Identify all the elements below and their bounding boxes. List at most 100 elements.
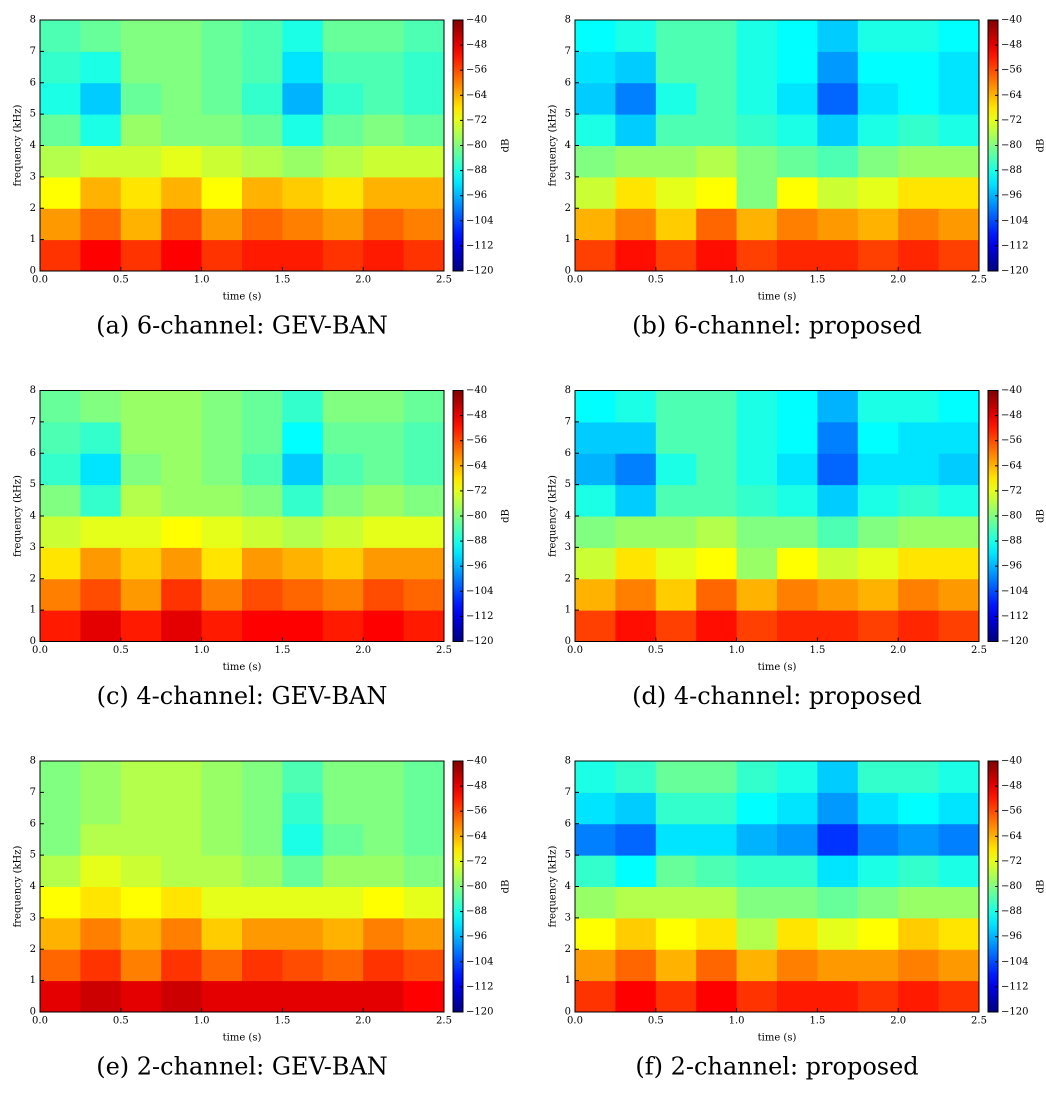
spectrogram-cell (696, 980, 738, 1013)
spectrogram-cell (615, 792, 657, 825)
colorbar-tick-label: −56 (1001, 806, 1022, 817)
spectrogram-cell (403, 917, 445, 950)
spectrogram-cell (696, 453, 738, 486)
spectrogram-cell (40, 51, 81, 84)
spectrogram-cell (363, 610, 405, 642)
spectrogram-cell (696, 145, 738, 178)
spectrogram-cell (817, 949, 859, 982)
colorbar-tick-label: −56 (1001, 65, 1022, 76)
spectrogram-cell (120, 51, 162, 84)
y-tick-label: 2 (565, 203, 571, 214)
spectrogram-cell (363, 484, 405, 517)
spectrogram-cell (817, 980, 859, 1013)
y-tick-label: 4 (565, 140, 571, 151)
y-axis-label: frequency (kHz) (13, 845, 24, 927)
colorbar-tick-label: −112 (1001, 240, 1028, 251)
spectrogram-cell (736, 421, 778, 454)
spectrogram-cell (736, 390, 778, 423)
spectrogram-cell (403, 82, 445, 115)
spectrogram-cell (655, 421, 697, 454)
y-tick-label: 7 (30, 787, 36, 798)
colorbar-label: dB (501, 509, 512, 523)
colorbar-tick-label: −88 (1001, 165, 1022, 176)
spectrogram-cell (857, 949, 899, 982)
spectrogram-cell (696, 390, 738, 423)
colorbar-tick-label: −48 (466, 410, 487, 421)
spectrogram-cell (40, 239, 81, 272)
spectrogram-cell (40, 886, 81, 919)
spectrogram-cell (817, 390, 859, 423)
colorbar-tick-label: −120 (466, 636, 493, 647)
spectrogram-cell (736, 208, 778, 241)
spectrogram-cell (282, 792, 324, 825)
spectrogram-cell (898, 145, 940, 178)
colorbar-tick-label: −40 (466, 385, 487, 396)
spectrogram-cell (655, 949, 697, 982)
y-tick-label: 7 (565, 46, 571, 57)
spectrogram-cell (857, 82, 899, 115)
spectrogram-cell (575, 390, 616, 423)
spectrogram-cell (938, 114, 980, 146)
spectrogram-cell (857, 453, 899, 486)
colorbar-tick-label: −96 (1001, 561, 1022, 572)
colorbar-tick-label: −112 (466, 611, 493, 622)
spectrogram-cell (615, 980, 657, 1013)
spectrogram-cell (282, 176, 324, 209)
colorbar-tick-label: −80 (466, 881, 487, 892)
colorbar-tick-label: −88 (1001, 536, 1022, 547)
spectrogram-cell (80, 20, 122, 52)
spectrogram-cell (80, 823, 122, 856)
colorbar-tick-label: −104 (1001, 215, 1028, 226)
spectrogram-cell (322, 917, 364, 950)
spectrogram-cell (363, 453, 405, 486)
spectrogram-cell (120, 82, 162, 115)
y-tick-label: 8 (565, 756, 571, 767)
spectrogram-cell (363, 949, 405, 982)
spectrogram-cell (161, 610, 203, 642)
spectrogram-cell (80, 114, 122, 146)
colorbar-tick-label: −80 (1001, 881, 1022, 892)
x-tick-label: 2.0 (355, 275, 371, 286)
spectrogram-cell (322, 855, 364, 887)
spectrogram-cell (403, 516, 445, 548)
spectrogram-cell (120, 239, 162, 272)
spectrogram-cell (575, 239, 616, 272)
spectrogram-cell (655, 145, 697, 178)
colorbar-tick-label: −72 (1001, 485, 1022, 496)
spectrogram-cell (898, 421, 940, 454)
spectrogram-cell (363, 208, 405, 241)
colorbar-tick-label: −48 (466, 40, 487, 51)
spectrogram-cell (322, 82, 364, 115)
spectrogram-cell (777, 610, 818, 642)
x-tick-label: 2.5 (436, 275, 452, 286)
spectrogram-cell (120, 855, 162, 887)
spectrogram-cell (40, 453, 81, 486)
x-tick-label: 0.5 (648, 645, 664, 656)
colorbar-tick-label: −88 (466, 906, 487, 917)
spectrogram-cell (736, 547, 778, 580)
spectrogram-cell (696, 792, 738, 825)
spectrogram-cell (938, 239, 980, 272)
spectrogram-cell (242, 886, 283, 919)
y-tick-label: 3 (30, 171, 36, 182)
spectrogram-cell (777, 82, 818, 115)
colorbar-label: dB (1036, 880, 1046, 894)
x-tick-label: 1.0 (729, 275, 745, 286)
y-tick-label: 5 (30, 479, 36, 490)
spectrogram-cell (322, 980, 364, 1013)
x-tick-label: 2.5 (971, 275, 987, 286)
spectrogram-cell (282, 421, 324, 454)
spectrogram-cell (898, 239, 940, 272)
x-tick-label: 2.5 (436, 645, 452, 656)
spectrogram-cell (161, 949, 203, 982)
spectrogram-cell (120, 114, 162, 146)
spectrogram-cell (857, 20, 899, 52)
spectrogram-cell (817, 516, 859, 548)
spectrogram-cell (736, 82, 778, 115)
spectrogram-cell (161, 390, 203, 423)
spectrogram-cell (120, 547, 162, 580)
colorbar-label: dB (1036, 139, 1046, 153)
colorbar-tick-label: −56 (466, 65, 487, 76)
colorbar-label: dB (501, 880, 512, 894)
spectrogram-cell (898, 980, 940, 1013)
